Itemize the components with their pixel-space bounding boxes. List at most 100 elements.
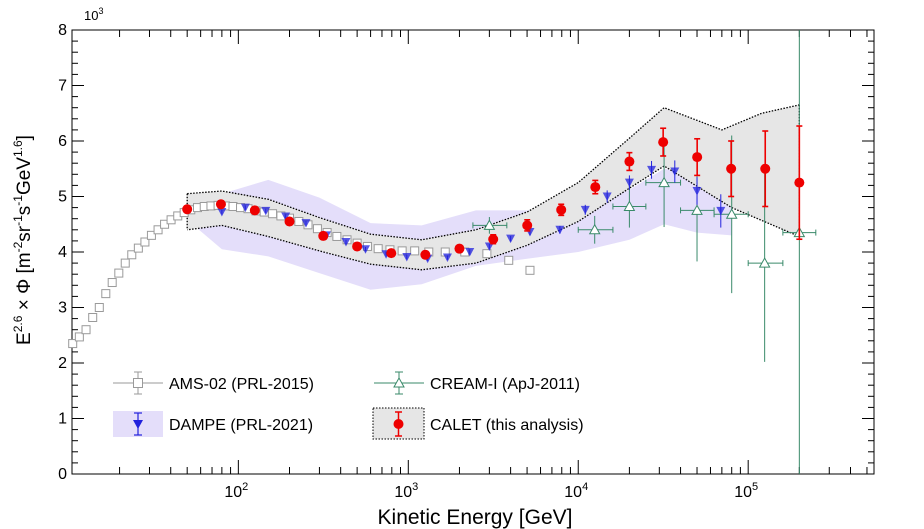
- calet-point: [624, 156, 635, 167]
- calet-point: [488, 234, 499, 245]
- calet-point: [590, 182, 601, 193]
- dampe-band: [187, 168, 732, 290]
- x-tick-exp: 2: [242, 481, 248, 493]
- ams-point: [81, 325, 91, 335]
- legend-dampe-marker: [133, 420, 143, 429]
- ams-point: [127, 250, 137, 260]
- dampe-point: [360, 245, 370, 254]
- calet-point: [522, 220, 533, 231]
- ams-point: [153, 225, 163, 235]
- ams-point: [294, 216, 304, 226]
- ams-point: [88, 312, 98, 322]
- calet-band: [187, 104, 800, 270]
- x-tick-label: 103: [394, 481, 418, 501]
- y-title-e3: -1: [11, 215, 25, 226]
- legend-cream-marker: [393, 376, 405, 388]
- dampe-point: [624, 178, 634, 188]
- y-title-e1: 2.6: [11, 315, 25, 332]
- x-tick-label: 104: [564, 481, 588, 501]
- ams-point: [373, 244, 383, 254]
- calet-point: [726, 163, 737, 174]
- legend-entry-ams: AMS-02 (PRL-2015): [113, 371, 314, 395]
- y-tick-label: 8: [58, 22, 67, 39]
- dampe-point: [240, 203, 250, 213]
- calet-point: [658, 137, 669, 148]
- dampe-point: [217, 208, 227, 217]
- x-tick-base: 10: [394, 484, 412, 501]
- dampe-point: [555, 225, 565, 235]
- ams-point: [410, 246, 420, 256]
- dampe-point: [301, 219, 311, 228]
- cream-point: [758, 257, 771, 268]
- calet-point: [318, 230, 329, 241]
- x-tick-base: 10: [564, 484, 582, 501]
- y-title-sr: sr: [14, 225, 35, 242]
- ams-point: [146, 230, 156, 240]
- bands-layer: [186, 104, 800, 290]
- y-tick-label: 4: [58, 244, 67, 261]
- y-tick-label: 1: [58, 411, 67, 428]
- dampe-point: [281, 212, 291, 221]
- legend-dampe-label: DAMPE (PRL-2021): [169, 417, 313, 434]
- ams-point: [397, 246, 407, 256]
- calet-point: [760, 163, 771, 174]
- y-axis-title: E2.6 × Φ [m-2sr-1s-1GeV1.6]: [11, 135, 35, 345]
- ams-point: [120, 258, 130, 268]
- ams-point: [312, 224, 322, 234]
- legend-entry-calet: CALET (this analysis): [372, 407, 584, 440]
- dampe-point: [402, 252, 412, 262]
- ams-point: [228, 201, 238, 211]
- calet-point: [420, 249, 431, 260]
- x-tick-exp: 4: [582, 481, 588, 493]
- x-tick-base: 10: [734, 484, 752, 501]
- y-tick-label: 2: [58, 355, 67, 372]
- ams-point: [114, 268, 124, 278]
- ams-point: [504, 255, 514, 265]
- cream-point: [691, 204, 703, 215]
- calet-point: [249, 205, 260, 216]
- ams-point: [107, 278, 117, 288]
- y-tick-label: 3: [58, 300, 67, 317]
- ams-point: [101, 289, 111, 299]
- calet-point: [454, 243, 465, 254]
- marks-layer: [68, 30, 817, 474]
- calet-band-upper: [187, 104, 800, 241]
- y-tick-label: 5: [58, 189, 67, 206]
- y-tick-label: 6: [58, 133, 67, 150]
- ams-point: [482, 249, 492, 259]
- x-tick-label: 105: [734, 481, 758, 501]
- dampe-point: [442, 253, 452, 263]
- cream-point: [588, 223, 601, 235]
- y-multiplier-base: 10: [84, 8, 98, 23]
- calet-point: [556, 204, 567, 215]
- cream-point: [623, 200, 636, 211]
- legend-calet-marker: [393, 419, 404, 429]
- y-title-close: ]: [14, 135, 35, 140]
- ams-point: [268, 209, 278, 219]
- cream-point: [483, 219, 496, 230]
- y-title-s: s: [14, 206, 35, 216]
- dampe-point: [341, 238, 351, 247]
- x-axis-title: Kinetic Energy [GeV]: [378, 506, 573, 529]
- y-title-e2: -2: [11, 241, 25, 252]
- dampe-point: [465, 248, 475, 257]
- legend-calet-label: CALET (this analysis): [430, 417, 584, 434]
- ams-point: [332, 231, 342, 241]
- y-tick-label: 7: [58, 78, 67, 95]
- legend-cream-label: CREAM-I (ApJ-2011): [430, 376, 580, 393]
- x-tick-exp: 3: [412, 481, 418, 493]
- dampe-point: [580, 205, 590, 215]
- legend-entry-cream: CREAM-I (ApJ-2011): [374, 371, 580, 395]
- ams-point: [140, 237, 150, 247]
- calet-point: [386, 248, 397, 259]
- legend-ams-label: AMS-02 (PRL-2015): [169, 376, 314, 393]
- y-title-times: × Φ [m: [14, 252, 35, 315]
- y-multiplier: 103: [84, 6, 103, 23]
- y-title-E: E: [14, 332, 35, 345]
- dampe-point: [670, 167, 680, 177]
- dampe-point: [692, 186, 702, 196]
- cream-point: [658, 176, 670, 188]
- dampe-point: [647, 165, 657, 175]
